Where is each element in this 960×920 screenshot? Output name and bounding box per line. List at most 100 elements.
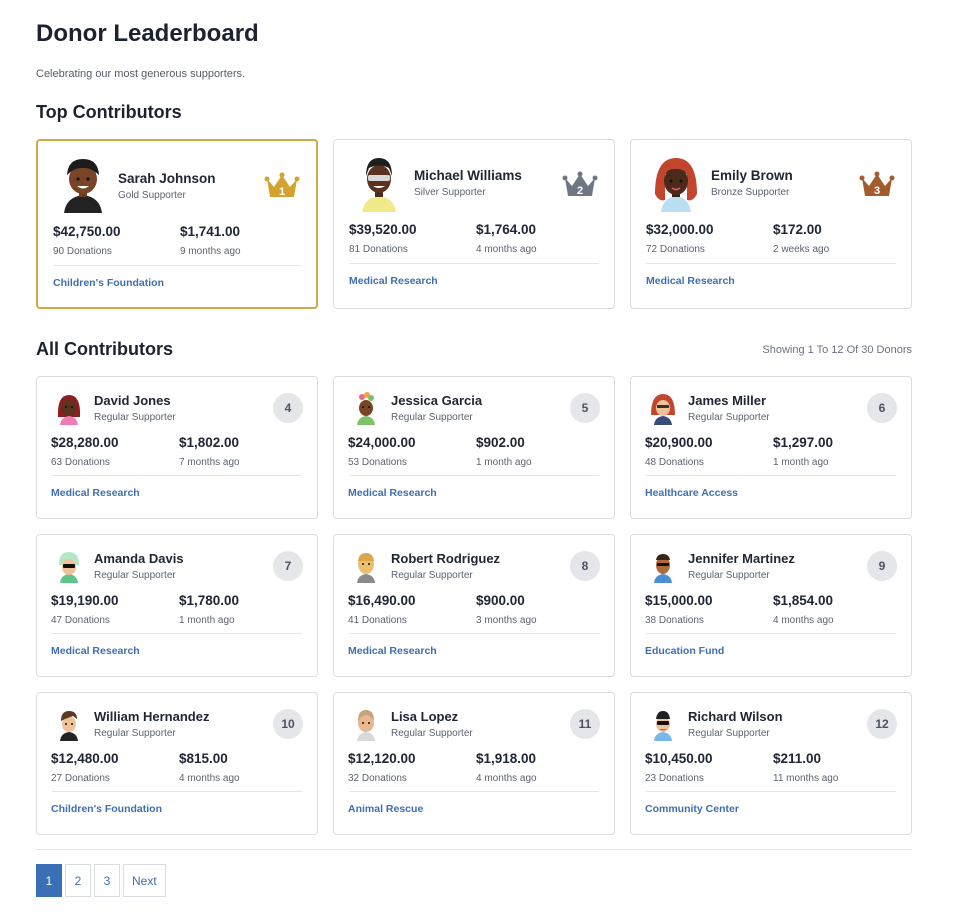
donor-tier: Silver Supporter — [414, 187, 486, 198]
next-page-button[interactable]: Next — [123, 864, 166, 897]
cause-link[interactable]: Community Center — [645, 803, 739, 815]
top-card-1[interactable]: Sarah Johnson Gold Supporter 1 $42,750.0… — [36, 139, 318, 309]
total-donated: $20,900.00 — [645, 435, 713, 450]
avatar — [60, 711, 78, 741]
donor-tier: Regular Supporter — [94, 570, 176, 581]
largest-donation: $1,764.00 — [476, 222, 537, 237]
donor-name: Jessica Garcia — [391, 393, 483, 408]
page-title: Donor Leaderboard — [36, 20, 259, 47]
cause-link[interactable]: Children's Foundation — [53, 277, 164, 289]
card-divider — [349, 791, 599, 792]
cause-link[interactable]: Animal Rescue — [348, 803, 424, 815]
donor-card-7[interactable]: Amanda Davis Regular Supporter 7 $19,190… — [36, 534, 318, 677]
top-card-2[interactable]: Michael Williams Silver Supporter 2 $39,… — [333, 139, 615, 309]
cause-link[interactable]: Education Fund — [645, 645, 725, 657]
cause-link[interactable]: Healthcare Access — [645, 487, 739, 499]
donation-count: 38 Donations — [645, 615, 704, 626]
largest-donation: $1,780.00 — [179, 593, 240, 608]
card-divider — [53, 265, 301, 266]
last-donation: 3 months ago — [476, 615, 537, 626]
cause-link[interactable]: Medical Research — [646, 275, 735, 287]
donor-card-10[interactable]: William Hernandez Regular Supporter 10 $… — [36, 692, 318, 835]
cause-link[interactable]: Medical Research — [348, 487, 437, 499]
last-donation: 4 months ago — [476, 773, 537, 784]
total-donated: $15,000.00 — [645, 593, 713, 608]
last-donation: 1 month ago — [773, 457, 829, 468]
donor-name: James Miller — [688, 393, 767, 408]
crown-rank: 2 — [577, 185, 583, 197]
donor-name: Richard Wilson — [688, 709, 783, 724]
largest-donation: $1,854.00 — [773, 593, 834, 608]
donation-count: 48 Donations — [645, 457, 704, 468]
avatar — [651, 394, 675, 425]
donation-count: 90 Donations — [53, 246, 112, 257]
last-donation: 9 months ago — [180, 246, 241, 257]
card-divider — [646, 475, 896, 476]
total-donated: $28,280.00 — [51, 435, 119, 450]
total-donated: $16,490.00 — [348, 593, 416, 608]
donor-card-11[interactable]: Lisa Lopez Regular Supporter 11 $12,120.… — [333, 692, 615, 835]
avatar — [59, 552, 79, 583]
top-card-3[interactable]: Emily Brown Bronze Supporter 3 $32,000.0… — [630, 139, 912, 309]
donor-tier: Regular Supporter — [94, 728, 176, 739]
card-divider — [646, 633, 896, 634]
card-divider — [52, 475, 302, 476]
page-3-button[interactable]: 3 — [94, 864, 120, 897]
total-donated: $12,480.00 — [51, 751, 119, 766]
donor-tier: Regular Supporter — [391, 570, 473, 581]
card-divider — [349, 475, 599, 476]
rank-badge: 7 — [273, 551, 303, 581]
donation-count: 47 Donations — [51, 615, 110, 626]
total-donated: $32,000.00 — [646, 222, 714, 237]
card-divider — [646, 263, 896, 264]
cause-link[interactable]: Medical Research — [349, 275, 438, 287]
page-subtitle: Celebrating our most generous supporters… — [36, 68, 246, 80]
last-donation: 4 months ago — [773, 615, 834, 626]
donor-tier: Gold Supporter — [118, 190, 186, 201]
showing-count: Showing 1 To 12 Of 30 Donors — [762, 344, 912, 356]
donation-count: 72 Donations — [646, 244, 705, 255]
avatar — [57, 395, 81, 425]
donor-card-12[interactable]: Richard Wilson Regular Supporter 12 $10,… — [630, 692, 912, 835]
donor-name: Robert Rodriguez — [391, 551, 501, 566]
cause-link[interactable]: Medical Research — [348, 645, 437, 657]
donor-card-4[interactable]: David Jones Regular Supporter 4 $28,280.… — [36, 376, 318, 519]
donor-tier: Regular Supporter — [688, 412, 770, 423]
rank-badge: 4 — [273, 393, 303, 423]
donor-name: Sarah Johnson — [118, 171, 216, 186]
total-donated: $12,120.00 — [348, 751, 416, 766]
cause-link[interactable]: Children's Foundation — [51, 803, 162, 815]
donor-card-8[interactable]: Robert Rodriguez Regular Supporter 8 $16… — [333, 534, 615, 677]
donor-tier: Regular Supporter — [94, 412, 176, 423]
donor-tier: Regular Supporter — [391, 728, 473, 739]
cause-link[interactable]: Medical Research — [51, 487, 140, 499]
donor-name: David Jones — [94, 393, 171, 408]
largest-donation: $900.00 — [476, 593, 525, 608]
cause-link[interactable]: Medical Research — [51, 645, 140, 657]
total-donated: $39,520.00 — [349, 222, 417, 237]
last-donation: 4 months ago — [476, 244, 537, 255]
donor-tier: Bronze Supporter — [711, 187, 790, 198]
largest-donation: $1,918.00 — [476, 751, 537, 766]
donation-count: 27 Donations — [51, 773, 110, 784]
donation-count: 81 Donations — [349, 244, 408, 255]
donation-count: 63 Donations — [51, 457, 110, 468]
avatar — [357, 553, 375, 583]
card-divider — [646, 791, 896, 792]
donor-name: Amanda Davis — [94, 551, 184, 566]
largest-donation: $1,741.00 — [180, 224, 241, 239]
rank-badge: 11 — [570, 709, 600, 739]
donor-name: William Hernandez — [94, 709, 210, 724]
donor-name: Michael Williams — [414, 168, 522, 183]
rank-badge: 6 — [867, 393, 897, 423]
page-1-button[interactable]: 1 — [36, 864, 62, 897]
donor-card-9[interactable]: Jennifer Martinez Regular Supporter 9 $1… — [630, 534, 912, 677]
donor-card-5[interactable]: Jessica Garcia Regular Supporter 5 $24,0… — [333, 376, 615, 519]
top-contributors-heading: Top Contributors — [36, 102, 182, 122]
donor-card-6[interactable]: James Miller Regular Supporter 6 $20,900… — [630, 376, 912, 519]
donation-count: 53 Donations — [348, 457, 407, 468]
largest-donation: $902.00 — [476, 435, 525, 450]
avatar — [654, 554, 672, 583]
donor-tier: Regular Supporter — [391, 412, 473, 423]
page-2-button[interactable]: 2 — [65, 864, 91, 897]
